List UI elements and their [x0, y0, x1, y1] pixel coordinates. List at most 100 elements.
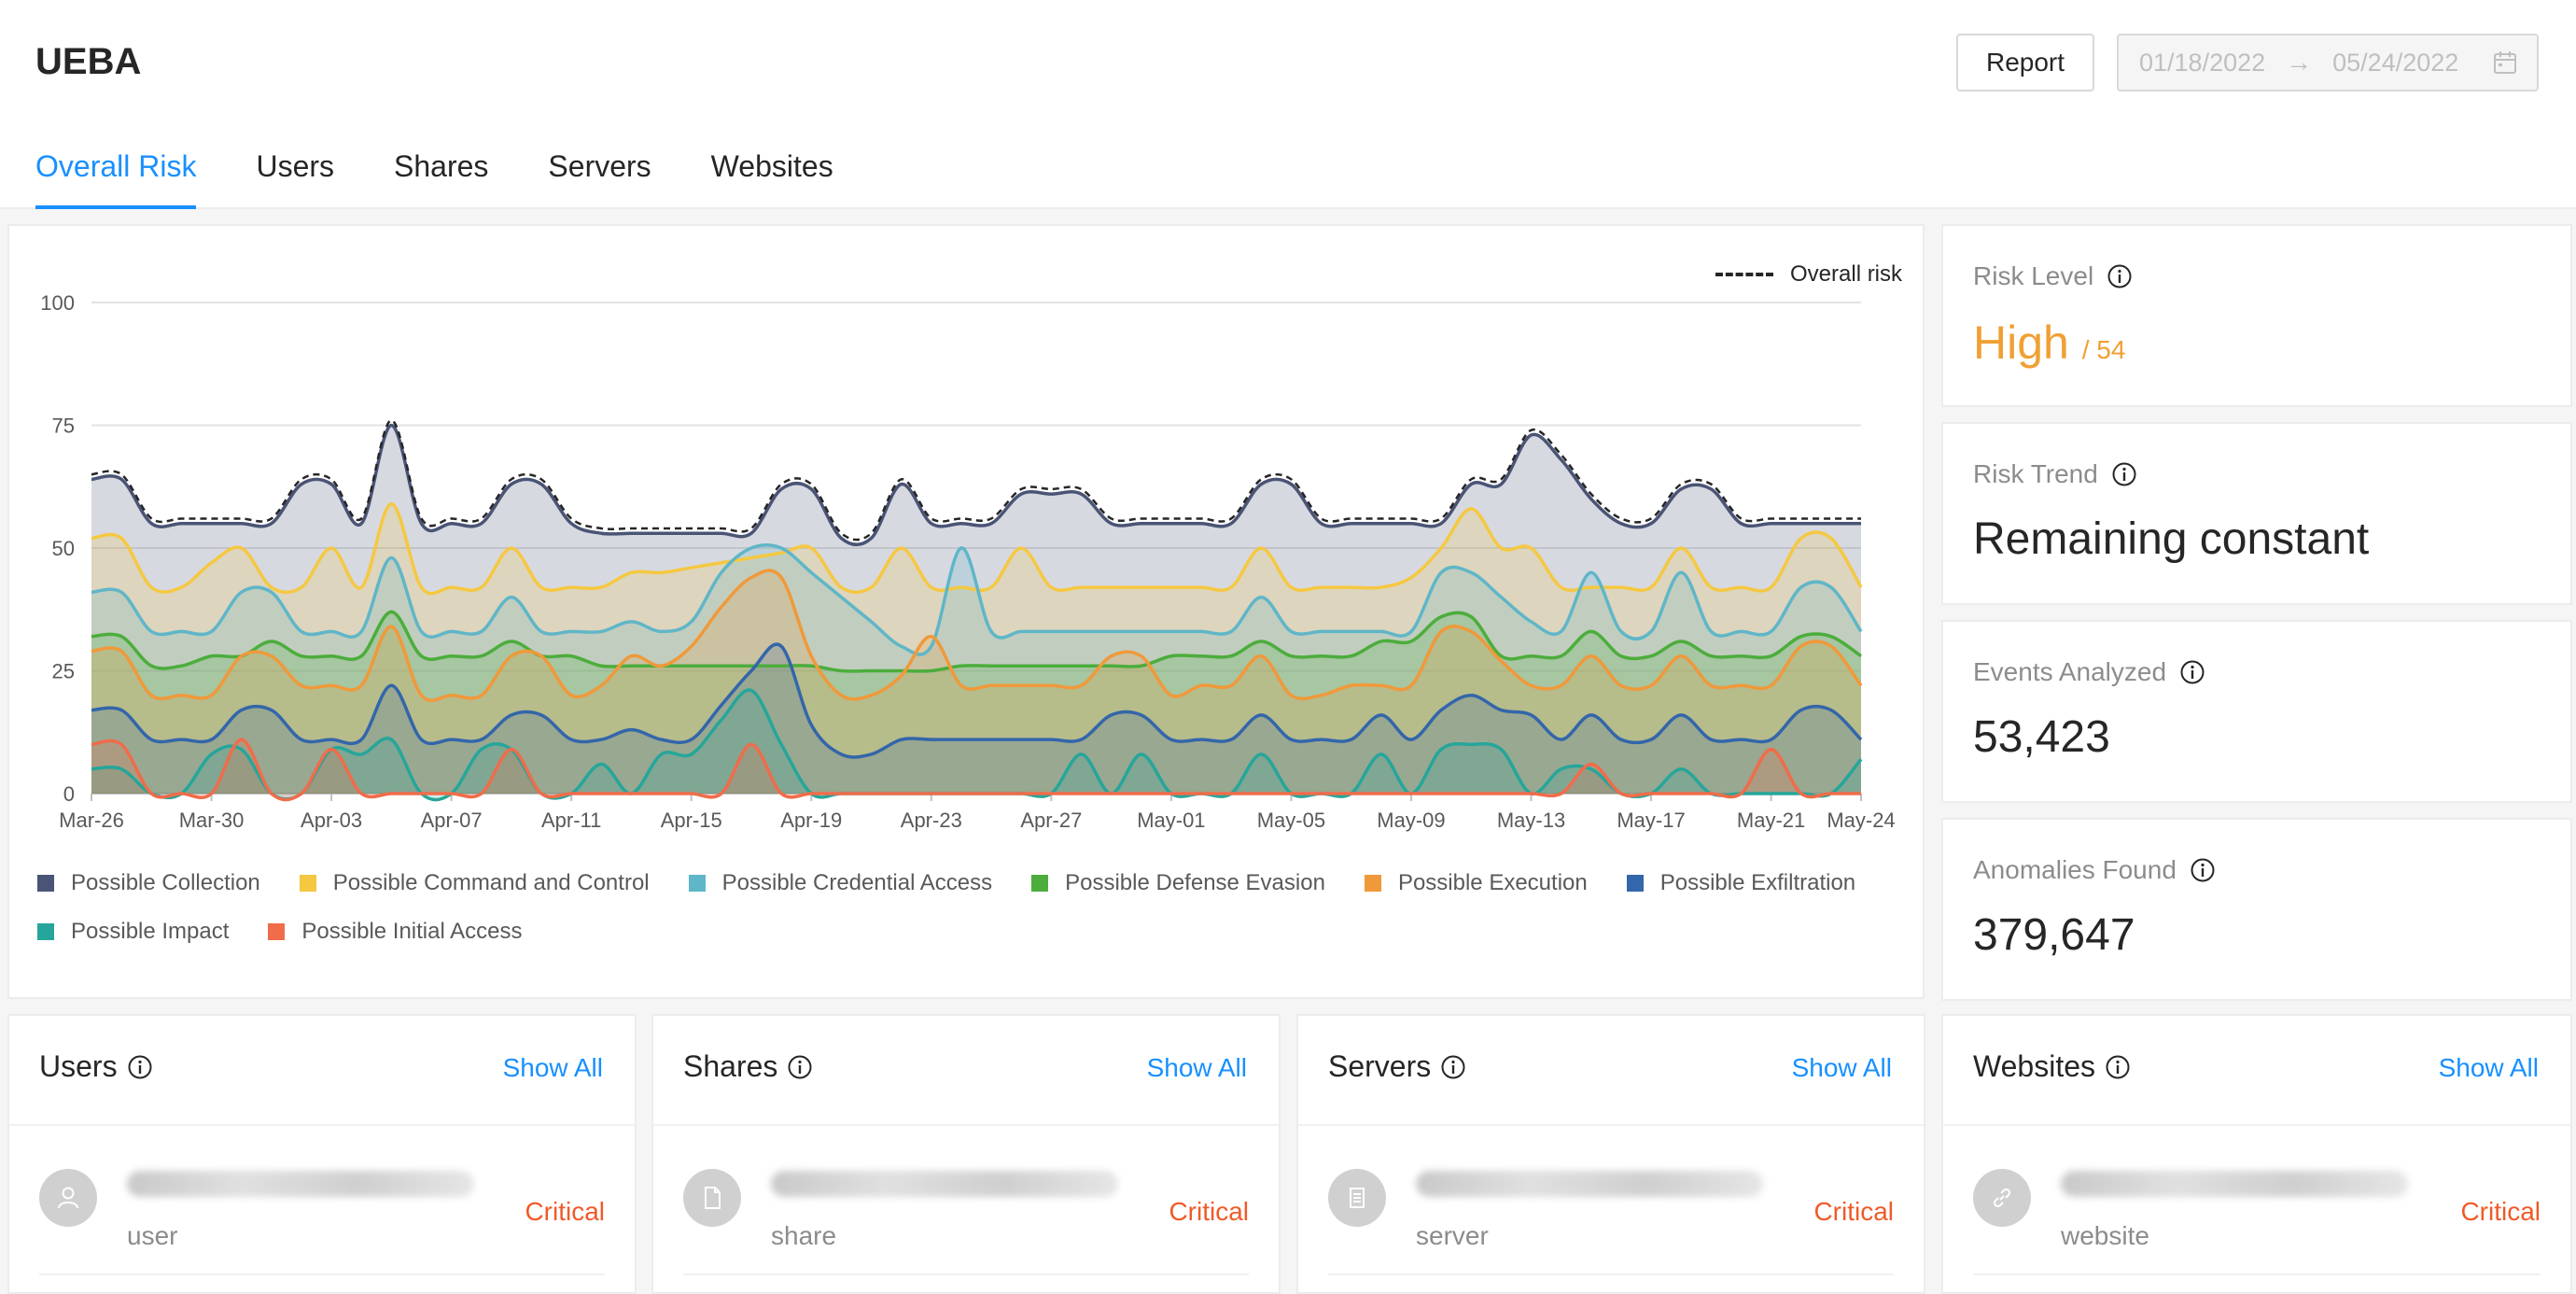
x-tick-label: Apr-19	[780, 809, 842, 832]
row-divider	[683, 1273, 1249, 1275]
risk-chart-card: Overall risk 0 25 50 75 100 Mar-26 Mar-30 Apr-0…	[7, 224, 1925, 999]
series-line-possible-collection	[91, 423, 1861, 547]
shares-show-all-link[interactable]: Show All	[1146, 1053, 1247, 1082]
x-tick-label: May-24	[1827, 809, 1895, 832]
events-analyzed-label-text: Events Analyzed	[1973, 657, 2167, 686]
legend-swatch	[268, 923, 286, 940]
info-icon[interactable]	[787, 1054, 813, 1080]
legend-item[interactable]: Possible Impact	[37, 919, 229, 945]
info-icon[interactable]	[2190, 857, 2216, 883]
dashed-line-swatch	[1715, 273, 1773, 276]
users-card-title-text: Users	[39, 1049, 118, 1083]
overall-risk-legend[interactable]: Overall risk	[1715, 261, 1902, 288]
risk-score: / 54	[2081, 335, 2126, 364]
area-possible-execution	[91, 570, 1861, 794]
legend-item[interactable]: Possible Collection	[37, 870, 260, 896]
legend-item[interactable]: Possible Command and Control	[299, 870, 650, 896]
x-tick-label: May-01	[1137, 809, 1205, 832]
risk-area-chart: 0 25 50 75 100 Mar-26 Mar-30 Apr-03 Apr-07 Apr-11…	[40, 291, 1895, 832]
date-range-picker[interactable]: 01/18/2022 → 05/24/2022	[2117, 34, 2539, 91]
risk-level-card: Risk Level High / 54	[1941, 224, 2572, 407]
legend-label: Possible Command and Control	[332, 870, 650, 895]
calendar-icon[interactable]	[2492, 49, 2518, 76]
info-icon[interactable]	[2111, 461, 2137, 487]
area-possible-command-and-control	[91, 503, 1861, 794]
severity-badge: Critical	[525, 1197, 605, 1226]
redacted-website-name[interactable]	[2061, 1171, 2408, 1197]
overall-risk-line	[91, 418, 1861, 542]
legend-item[interactable]: Possible Defense Evasion	[1031, 870, 1325, 896]
legend-label: Possible Execution	[1397, 870, 1588, 895]
legend-item[interactable]: Possible Credential Access	[688, 870, 993, 896]
date-end[interactable]: 05/24/2022	[2332, 48, 2459, 77]
legend-swatch	[1364, 875, 1381, 892]
info-icon[interactable]	[2179, 659, 2205, 685]
x-tick-label: May-17	[1617, 809, 1685, 832]
row-divider	[39, 1273, 605, 1275]
severity-badge: Critical	[1169, 1197, 1249, 1226]
x-tick-label: May-21	[1737, 809, 1805, 832]
area-possible-exfiltration	[91, 644, 1861, 794]
legend-label: Possible Collection	[71, 870, 260, 895]
date-start[interactable]: 01/18/2022	[2139, 48, 2266, 77]
x-tick-label: May-05	[1257, 809, 1325, 832]
websites-card-title: Websites	[1973, 1049, 2131, 1084]
legend-item[interactable]: Possible Initial Access	[268, 919, 523, 945]
anomalies-found-label-text: Anomalies Found	[1973, 855, 2177, 884]
area-possible-credential-access	[91, 544, 1861, 794]
users-show-all-link[interactable]: Show All	[502, 1053, 603, 1082]
risk-trend-value: Remaining constant	[1973, 514, 2370, 564]
divider	[653, 1124, 1279, 1126]
anomalies-found-card: Anomalies Found 379,647	[1941, 818, 2572, 1001]
redacted-user-name[interactable]	[127, 1171, 474, 1197]
legend-swatch	[299, 875, 316, 892]
x-tick-label: Apr-15	[661, 809, 722, 832]
series-line-possible-initial-access	[91, 738, 1861, 802]
tab-users[interactable]: Users	[256, 149, 335, 183]
redacted-share-name[interactable]	[771, 1171, 1118, 1197]
events-analyzed-card: Events Analyzed 53,423	[1941, 620, 2572, 803]
redacted-server-name[interactable]	[1416, 1171, 1763, 1197]
websites-show-all-link[interactable]: Show All	[2438, 1053, 2539, 1082]
severity-badge: Critical	[1813, 1197, 1894, 1226]
series-legend: Possible Collection Possible Command and …	[37, 870, 1913, 945]
legend-item[interactable]: Possible Execution	[1364, 870, 1588, 896]
item-type: server	[1416, 1221, 1489, 1250]
legend-swatch	[1626, 875, 1644, 892]
x-tick-label: Apr-03	[301, 809, 362, 832]
item-type: website	[2061, 1221, 2149, 1250]
user-icon	[39, 1169, 97, 1227]
legend-item[interactable]: Possible Exfiltration	[1626, 870, 1855, 896]
legend-swatch	[37, 875, 54, 892]
servers-show-all-link[interactable]: Show All	[1791, 1053, 1892, 1082]
x-tick-label: Apr-07	[421, 809, 483, 832]
row-divider	[1328, 1273, 1894, 1275]
y-tick-label: 25	[52, 660, 75, 683]
tab-servers[interactable]: Servers	[548, 149, 651, 183]
risk-trend-label-text: Risk Trend	[1973, 459, 2098, 488]
arrow-right-icon: →	[2286, 48, 2313, 77]
severity-badge: Critical	[2460, 1197, 2541, 1226]
tab-websites[interactable]: Websites	[710, 149, 833, 183]
area-possible-collection	[91, 425, 1861, 794]
report-button[interactable]: Report	[1956, 34, 2094, 91]
info-icon[interactable]	[2105, 1054, 2131, 1080]
link-icon	[1973, 1169, 2031, 1227]
overall-risk-legend-label: Overall risk	[1790, 261, 1903, 287]
y-tick-label: 0	[63, 782, 75, 806]
item-type: user	[127, 1221, 178, 1250]
legend-swatch	[1031, 875, 1049, 892]
risk-level-value: High / 54	[1973, 316, 2125, 370]
anomalies-found-label: Anomalies Found	[1973, 855, 2216, 885]
servers-card-title: Servers	[1328, 1049, 1466, 1084]
legend-label: Possible Credential Access	[721, 870, 993, 895]
servers-card-title-text: Servers	[1328, 1049, 1432, 1083]
server-icon	[1328, 1169, 1386, 1227]
legend-swatch	[37, 923, 54, 940]
info-icon[interactable]	[2107, 263, 2133, 289]
info-icon[interactable]	[1440, 1054, 1466, 1080]
tab-overall-risk[interactable]: Overall Risk	[35, 149, 197, 209]
risk-level-label: Risk Level	[1973, 261, 2133, 291]
info-icon[interactable]	[127, 1054, 153, 1080]
tab-shares[interactable]: Shares	[394, 149, 489, 183]
